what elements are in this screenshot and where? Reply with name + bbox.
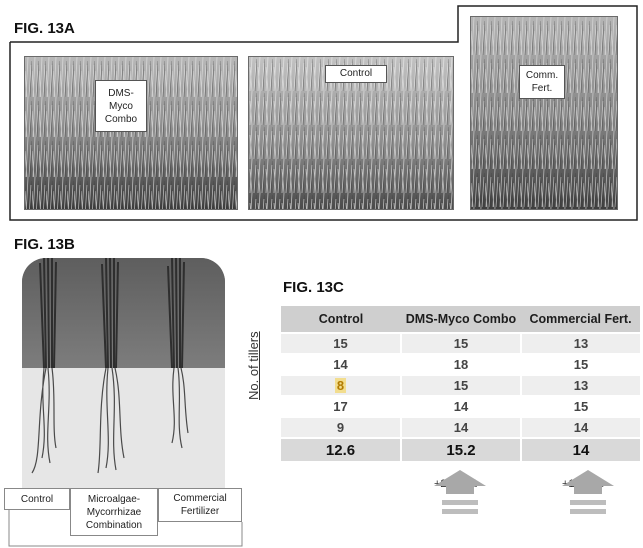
cell: 17 xyxy=(281,395,401,417)
cell: 14 xyxy=(281,353,401,375)
col-header-control: Control xyxy=(281,306,401,333)
avg-dms: 15.2 xyxy=(400,437,521,461)
cell: 14 xyxy=(400,395,521,417)
table-row: 9 14 14 xyxy=(281,416,640,438)
label-b-commercial: Commercial Fertilizer xyxy=(158,488,242,522)
table-row: 17 14 15 xyxy=(281,395,640,417)
y-axis-label: No. of tillers xyxy=(246,331,261,400)
highlight-value: 8 xyxy=(334,378,347,393)
cell: 14 xyxy=(520,416,640,438)
photo-comm-fert xyxy=(470,16,618,210)
cell: 9 xyxy=(281,416,401,438)
label-dms-myco: DMS- Myco Combo xyxy=(95,80,147,132)
fig13a-frame xyxy=(9,5,638,221)
cell: 15 xyxy=(281,332,401,354)
tillers-table: Control DMS-Myco Combo Commercial Fert. … xyxy=(281,306,640,461)
cell-highlighted: 8 xyxy=(281,374,401,396)
table-row: 8 15 13 xyxy=(281,374,640,396)
cell: 15 xyxy=(400,374,521,396)
label-control: Control xyxy=(325,65,387,83)
cell: 13 xyxy=(520,332,640,354)
average-row: 12.6 15.2 14 xyxy=(281,437,640,461)
avg-control: 12.6 xyxy=(281,437,401,461)
col-header-comm: Commercial Fert. xyxy=(521,306,640,333)
fig13a-title: FIG. 13A xyxy=(14,20,75,37)
label-b-microalgae: Microalgae- Mycorrhizae Combination xyxy=(70,488,158,536)
fig13b-bracket xyxy=(8,510,243,547)
up-arrow-icon xyxy=(562,470,614,514)
avg-comm: 14 xyxy=(520,437,640,461)
table-row: 14 18 15 xyxy=(281,353,640,375)
cell: 15 xyxy=(520,395,640,417)
cell: 15 xyxy=(400,332,521,354)
col-header-dms: DMS-Myco Combo xyxy=(401,306,521,333)
cell: 13 xyxy=(520,374,640,396)
roots-photo xyxy=(22,258,225,488)
cell: 15 xyxy=(520,353,640,375)
cell: 14 xyxy=(400,416,521,438)
up-arrow-icon xyxy=(434,470,486,514)
fig13b-title: FIG. 13B xyxy=(14,236,75,253)
cell: 18 xyxy=(400,353,521,375)
fig13c-title: FIG. 13C xyxy=(283,279,344,296)
label-b-control: Control xyxy=(4,488,70,510)
table-row: 15 15 13 xyxy=(281,332,640,354)
label-comm-fert: Comm. Fert. xyxy=(519,65,565,99)
